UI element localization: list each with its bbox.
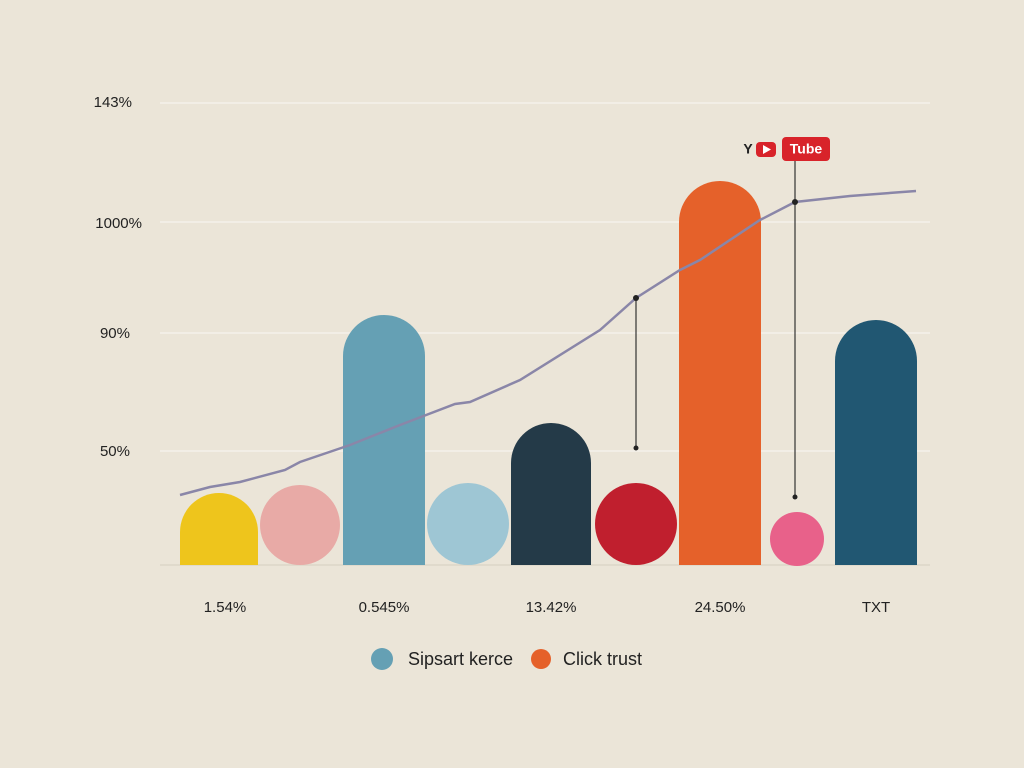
badge: Y Tube <box>743 137 830 161</box>
circle <box>427 483 509 565</box>
play-triangle <box>763 145 771 154</box>
bar <box>343 315 425 565</box>
trend-line <box>179 189 917 497</box>
y-label: 50% <box>100 443 130 460</box>
y-label: 1000% <box>95 215 142 232</box>
x-label: 13.42% <box>526 599 577 616</box>
bar <box>835 320 917 565</box>
callouts <box>635 160 796 497</box>
dot <box>633 295 639 301</box>
badge-letter: Y <box>743 141 753 157</box>
x-label: 1.54% <box>204 599 247 616</box>
bar <box>511 423 591 565</box>
x-label: 0.545% <box>359 599 410 616</box>
dot <box>633 445 639 451</box>
bar <box>679 181 761 565</box>
circle <box>770 512 824 566</box>
legend-label: Sipsart kerce <box>408 649 513 669</box>
shapes <box>180 181 917 566</box>
x-label: 24.50% <box>695 599 746 616</box>
dot <box>792 199 798 205</box>
badge-text: Tube <box>790 141 823 157</box>
circle <box>595 483 677 565</box>
y-label: 90% <box>100 325 130 342</box>
badge-box <box>782 137 830 161</box>
dot <box>792 494 798 500</box>
x-label: TXT <box>862 599 890 616</box>
legend-swatch <box>531 649 551 669</box>
y-label: 143% <box>94 94 132 111</box>
legend-label: Click trust <box>563 649 642 669</box>
legend-swatch <box>371 648 393 670</box>
circle <box>260 485 340 565</box>
bar <box>180 493 258 565</box>
